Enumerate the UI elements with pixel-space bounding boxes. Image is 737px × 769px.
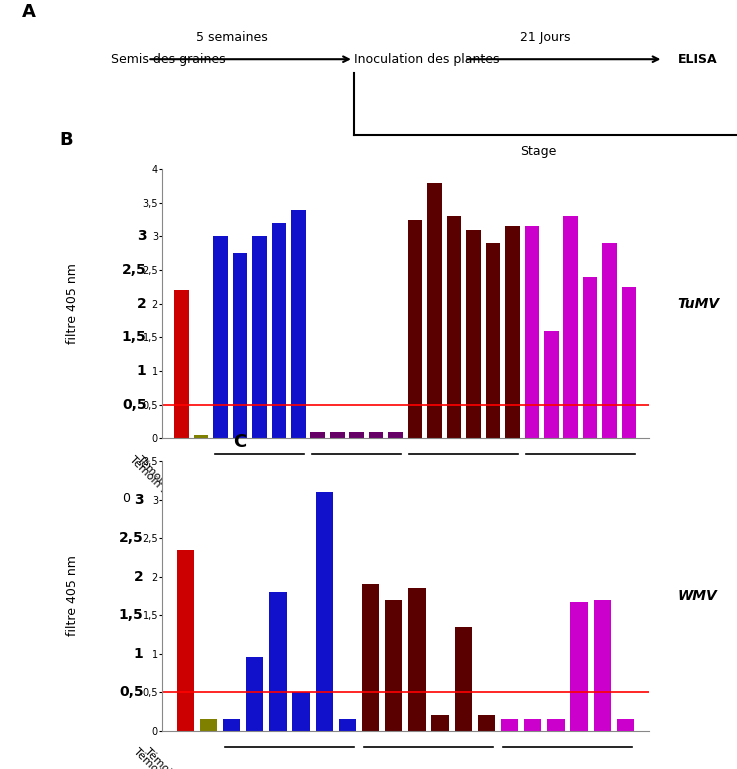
Bar	[194, 435, 209, 438]
Bar	[505, 226, 520, 438]
Text: 1,5: 1,5	[122, 331, 147, 345]
Text: TuMV: TuMV	[678, 297, 720, 311]
Bar	[233, 253, 248, 438]
Bar	[564, 216, 578, 438]
Text: WMV: WMV	[678, 589, 718, 603]
Text: Stage: Stage	[520, 145, 556, 158]
Text: Semis des graines: Semis des graines	[111, 53, 226, 65]
Bar	[408, 220, 422, 438]
Text: 1: 1	[134, 647, 144, 661]
Bar	[486, 243, 500, 438]
Bar	[544, 331, 559, 438]
Text: Témoin Inoculé: Témoin Inoculé	[135, 454, 201, 521]
Text: 3: 3	[137, 229, 147, 244]
Text: 0,5: 0,5	[122, 398, 147, 411]
Bar	[272, 223, 286, 438]
Text: 2,5: 2,5	[122, 263, 147, 277]
Bar	[583, 277, 598, 438]
Bar	[369, 431, 383, 438]
Bar	[200, 719, 217, 731]
Bar	[293, 692, 310, 731]
Bar	[524, 719, 542, 731]
Text: 2: 2	[134, 570, 144, 584]
Text: 2,5: 2,5	[119, 531, 144, 545]
Bar	[622, 287, 637, 438]
Bar	[525, 226, 539, 438]
Bar	[385, 600, 402, 731]
Text: 1: 1	[137, 364, 147, 378]
Bar	[602, 243, 617, 438]
Bar	[447, 216, 461, 438]
Text: 2: 2	[137, 297, 147, 311]
Bar	[349, 431, 364, 438]
Bar	[593, 600, 611, 731]
Text: 21 Jours: 21 Jours	[520, 31, 570, 44]
Bar	[478, 715, 495, 731]
Bar	[213, 237, 228, 438]
Text: filtre 405 nm: filtre 405 nm	[66, 263, 80, 345]
Bar	[339, 719, 356, 731]
Bar	[269, 592, 287, 731]
Text: Témoin sain: Témoin sain	[128, 454, 181, 508]
Text: A: A	[22, 3, 36, 22]
Bar	[455, 627, 472, 731]
Bar	[431, 715, 449, 731]
Bar	[246, 657, 264, 731]
Bar	[617, 719, 634, 731]
Bar	[310, 431, 325, 438]
Text: Témoin Inoculé: Témoin Inoculé	[142, 747, 209, 769]
Text: filtre 405 nm: filtre 405 nm	[66, 555, 80, 637]
Text: B: B	[59, 131, 72, 149]
Bar	[177, 550, 194, 731]
Bar	[291, 209, 306, 438]
Bar	[388, 431, 403, 438]
Bar	[570, 602, 588, 731]
Bar	[362, 584, 380, 731]
Text: iso4E: iso4E	[340, 481, 374, 494]
Text: Témoin sain: Témoin sain	[132, 747, 185, 769]
Bar	[501, 719, 518, 731]
Text: 0: 0	[122, 492, 130, 505]
Bar	[252, 237, 267, 438]
Bar	[467, 230, 481, 438]
Bar	[408, 588, 426, 731]
Bar	[175, 290, 189, 438]
Text: 0,5: 0,5	[119, 685, 144, 699]
Text: C: C	[234, 433, 247, 451]
Text: 5 semaines: 5 semaines	[196, 31, 268, 44]
Text: 1,5: 1,5	[119, 608, 144, 622]
Text: rpt5a-4: rpt5a-4	[441, 481, 486, 494]
Bar	[330, 431, 345, 438]
Text: rpt5b-2: rpt5b-2	[557, 481, 604, 494]
Text: 3: 3	[134, 493, 144, 507]
Bar	[223, 719, 240, 731]
Bar	[315, 492, 333, 731]
Text: ELISA: ELISA	[678, 53, 718, 65]
Bar	[427, 182, 442, 438]
Text: Col: Col	[250, 481, 269, 494]
Bar	[547, 719, 565, 731]
Text: Inoculation des plantes: Inoculation des plantes	[354, 53, 499, 65]
